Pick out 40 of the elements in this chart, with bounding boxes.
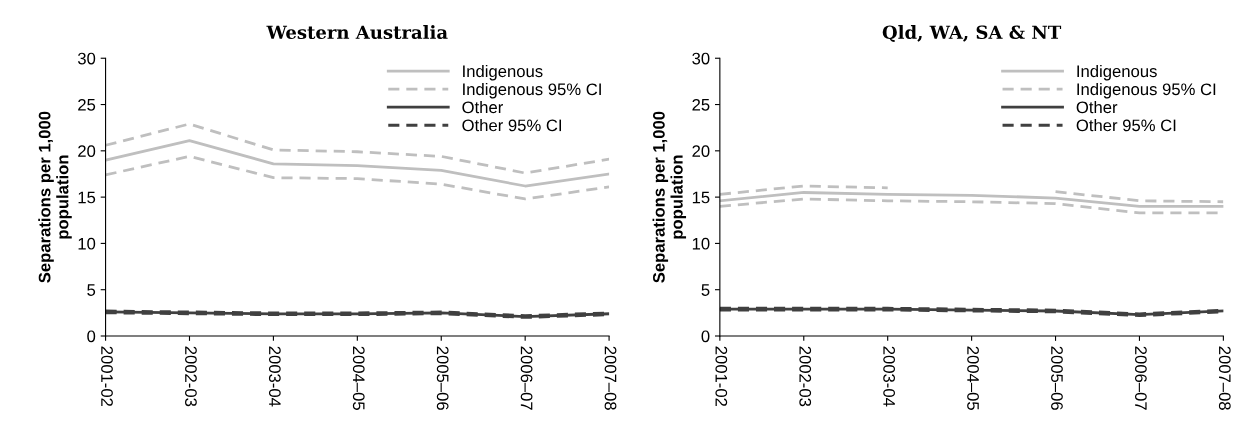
y-tick-label: 25 [692, 98, 710, 111]
legend-label: Other 95% CI [462, 119, 562, 132]
x-tick-label: 2004–05 [967, 346, 979, 410]
y-tick-label: 10 [78, 237, 96, 250]
x-tick-label: 2002-03 [185, 346, 197, 407]
x-tick-label: 2005–06 [436, 346, 449, 410]
y-tick-label: 0 [87, 330, 96, 343]
x-tick-label: 2001-02 [715, 346, 728, 407]
x-tick-label: 2003-04 [268, 346, 281, 407]
y-tick-label: 5 [701, 284, 710, 296]
x-tick-label: 2006–07 [520, 346, 533, 410]
x-tick-label: 2001-02 [101, 346, 113, 407]
y-axis-title: Separations per 1,000 population [38, 111, 72, 283]
y-tick-label: 20 [78, 145, 96, 158]
legend-label: Indigenous [463, 64, 543, 81]
y-tick-label: 10 [692, 237, 710, 250]
y-tick-label: 30 [77, 52, 96, 65]
x-tick-label: 2004–05 [352, 346, 365, 410]
legend-label: Other [462, 100, 503, 114]
chart-title: Western Australia [266, 25, 448, 40]
y-tick-label: 20 [692, 145, 710, 158]
legend-label: Indigenous [1077, 64, 1157, 81]
x-tick-label: 2005–06 [1051, 346, 1063, 410]
x-tick-label: 2006–07 [1134, 346, 1147, 410]
chart-title: Qld, WA, SA & NT [882, 25, 1062, 43]
y-tick-label: 0 [701, 330, 710, 343]
y-tick-label: 15 [692, 191, 710, 204]
legend-label: Other [1076, 100, 1118, 114]
x-tick-label: 2003-04 [883, 346, 896, 407]
y-axis-title: Separations per 1,000 population [652, 111, 687, 283]
x-tick-label: 2007–08 [1218, 346, 1231, 410]
x-tick-label: 2007–08 [604, 346, 617, 410]
y-tick-label: 25 [78, 98, 96, 111]
y-tick-label: 15 [78, 191, 96, 204]
y-tick-label: 30 [692, 52, 710, 65]
legend-label: Other 95% CI [1076, 119, 1176, 132]
x-tick-label: 2002-03 [799, 346, 812, 407]
y-tick-label: 5 [87, 284, 96, 296]
legend-label: Indigenous 95% CI [1077, 82, 1216, 99]
legend-label: Indigenous 95% CI [463, 82, 601, 99]
